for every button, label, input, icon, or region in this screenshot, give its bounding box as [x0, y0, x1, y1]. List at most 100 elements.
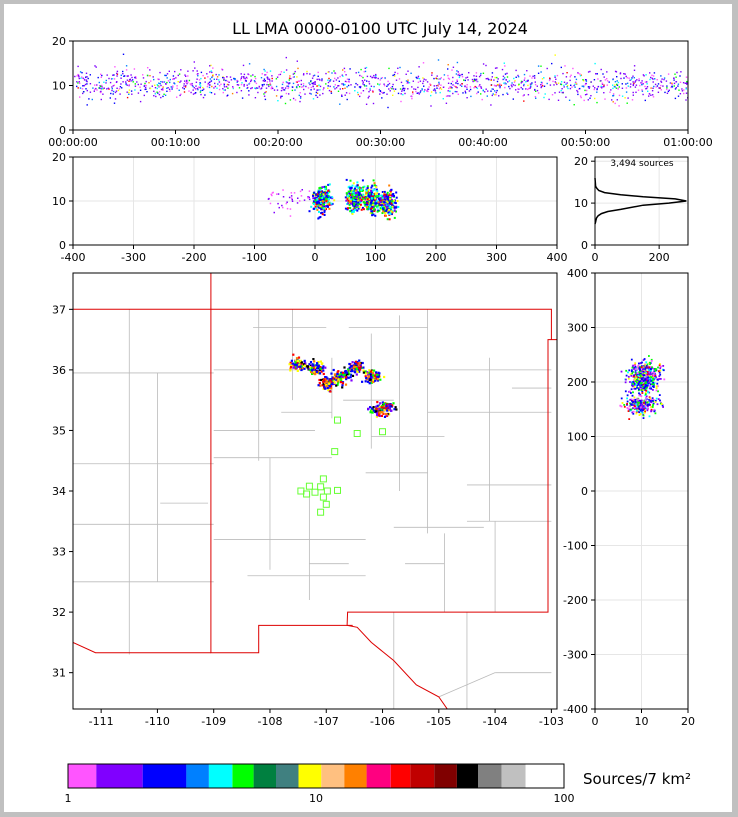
xtick-label: -105: [426, 715, 451, 728]
source-point: [510, 84, 513, 86]
ytick-label: -300: [563, 649, 588, 662]
source-point: [367, 375, 371, 378]
source-point: [380, 77, 382, 80]
source-point: [354, 209, 357, 211]
source-point: [390, 210, 393, 213]
source-point: [339, 381, 343, 384]
source-point: [388, 88, 390, 90]
ytick-label: 100: [567, 431, 588, 444]
source-point: [632, 91, 634, 94]
source-point: [631, 99, 634, 101]
source-point: [192, 93, 195, 95]
source-point: [320, 370, 323, 373]
source-point: [637, 387, 640, 390]
source-point: [383, 190, 386, 193]
source-point: [646, 86, 649, 88]
source-point: [630, 78, 633, 81]
source-point: [166, 73, 169, 75]
source-point: [324, 366, 327, 369]
source-point: [155, 95, 157, 98]
source-point: [377, 204, 380, 207]
source-point: [328, 190, 331, 193]
source-point: [449, 86, 451, 88]
source-point: [418, 66, 420, 68]
source-point: [644, 381, 647, 383]
source-point: [325, 197, 328, 200]
source-point: [371, 411, 374, 414]
source-point: [320, 206, 323, 209]
source-point: [640, 395, 643, 397]
source-point: [490, 90, 492, 92]
source-point: [185, 81, 187, 84]
source-point: [341, 74, 343, 76]
source-point: [157, 78, 159, 80]
source-point: [243, 76, 245, 78]
source-point: [207, 82, 210, 85]
source-point: [199, 82, 201, 84]
source-point: [619, 72, 622, 74]
source-point: [394, 88, 397, 90]
source-point: [166, 87, 168, 89]
source-point: [630, 374, 633, 377]
source-point: [318, 200, 321, 202]
source-point: [392, 200, 395, 203]
source-point: [621, 87, 624, 89]
source-point: [365, 191, 368, 194]
lma-figure: LL LMA 0000-0100 UTC July 14, 2024 01020…: [48, 19, 712, 805]
source-point: [495, 94, 497, 96]
source-point: [666, 92, 669, 94]
source-point: [318, 202, 321, 205]
source-point: [497, 83, 499, 86]
source-point: [543, 85, 546, 87]
source-point: [638, 384, 641, 387]
source-point: [372, 91, 374, 93]
source-point: [365, 189, 368, 192]
source-point: [618, 105, 620, 107]
source-point: [381, 401, 384, 404]
source-point: [626, 407, 629, 409]
source-point: [163, 93, 165, 95]
source-point: [402, 93, 404, 96]
source-point: [263, 83, 265, 86]
source-point: [660, 89, 662, 91]
source-point: [646, 81, 648, 83]
source-point: [272, 87, 274, 90]
source-point: [647, 380, 650, 382]
source-point: [101, 84, 103, 87]
source-point: [386, 93, 388, 95]
source-point: [650, 94, 652, 96]
source-point: [575, 78, 578, 81]
source-point: [416, 77, 418, 80]
source-point: [268, 78, 271, 80]
source-point: [300, 195, 303, 197]
source-point: [475, 72, 478, 74]
source-point: [183, 83, 185, 85]
source-point: [391, 195, 394, 198]
xtick-label: 00:50:00: [561, 136, 610, 149]
source-point: [306, 72, 308, 75]
source-point: [456, 91, 458, 93]
source-point: [188, 79, 191, 82]
source-point: [627, 85, 630, 87]
source-point: [600, 80, 602, 82]
source-point: [201, 89, 204, 91]
source-point: [383, 201, 386, 204]
source-point: [614, 81, 617, 83]
source-point: [203, 88, 205, 90]
source-point: [299, 367, 302, 370]
source-point: [272, 191, 274, 194]
source-point: [637, 376, 640, 379]
source-point: [652, 386, 655, 388]
source-point: [541, 81, 543, 84]
source-point: [319, 384, 322, 387]
source-point: [86, 80, 88, 83]
source-point: [114, 66, 116, 68]
source-point: [325, 72, 327, 75]
source-point: [301, 189, 303, 191]
source-point: [166, 90, 168, 92]
source-point: [636, 401, 639, 404]
source-point: [264, 80, 266, 82]
source-point: [379, 90, 382, 92]
source-point: [417, 92, 419, 94]
source-point: [342, 84, 345, 86]
